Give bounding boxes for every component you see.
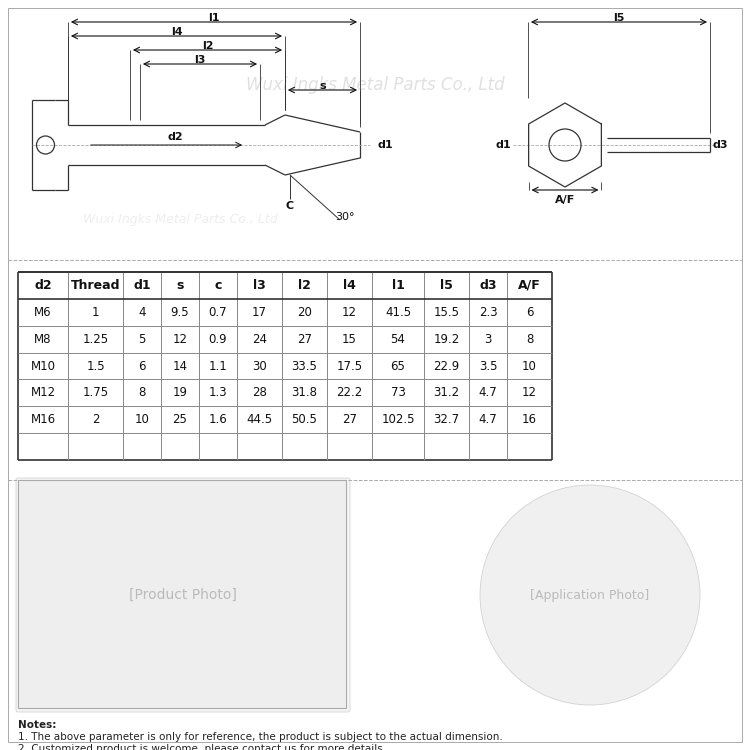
Text: 54: 54	[391, 333, 406, 346]
Text: 1: 1	[92, 306, 99, 319]
Text: 30: 30	[252, 359, 267, 373]
Text: 10: 10	[522, 359, 537, 373]
Text: M10: M10	[31, 359, 56, 373]
Text: 1.25: 1.25	[82, 333, 109, 346]
Text: 19: 19	[172, 386, 188, 399]
Text: 8: 8	[526, 333, 533, 346]
Text: 0.7: 0.7	[209, 306, 227, 319]
Text: 12: 12	[172, 333, 188, 346]
Text: 50.5: 50.5	[292, 413, 317, 426]
Text: l1: l1	[209, 13, 220, 23]
Text: 25: 25	[172, 413, 188, 426]
Text: l2: l2	[298, 279, 311, 292]
Text: 8: 8	[138, 386, 146, 399]
Text: 14: 14	[172, 359, 188, 373]
Text: 1.3: 1.3	[209, 386, 227, 399]
Text: Wuxi Ingks Metal Parts Co., Ltd: Wuxi Ingks Metal Parts Co., Ltd	[82, 214, 278, 226]
Text: 9.5: 9.5	[171, 306, 189, 319]
Text: 102.5: 102.5	[381, 413, 415, 426]
Text: d2: d2	[34, 279, 52, 292]
Text: 32.7: 32.7	[433, 413, 460, 426]
Text: d2: d2	[167, 132, 183, 142]
Text: l4: l4	[343, 279, 356, 292]
Text: 22.2: 22.2	[336, 386, 363, 399]
Text: 20: 20	[297, 306, 312, 319]
Text: 0.9: 0.9	[209, 333, 227, 346]
Text: 4.7: 4.7	[478, 386, 497, 399]
Text: 6: 6	[526, 306, 533, 319]
Text: Thread: Thread	[70, 279, 120, 292]
Text: 15: 15	[342, 333, 357, 346]
Text: 24: 24	[252, 333, 267, 346]
Text: 73: 73	[391, 386, 406, 399]
Text: 27: 27	[342, 413, 357, 426]
Text: l2: l2	[202, 41, 213, 51]
Text: 19.2: 19.2	[433, 333, 460, 346]
Text: M16: M16	[31, 413, 56, 426]
Text: 3: 3	[484, 333, 492, 346]
Text: C: C	[286, 201, 294, 211]
Text: s: s	[320, 81, 326, 91]
Text: 10: 10	[134, 413, 149, 426]
Text: 27: 27	[297, 333, 312, 346]
Text: d3: d3	[712, 140, 728, 150]
Text: 1.1: 1.1	[209, 359, 227, 373]
Text: M12: M12	[31, 386, 56, 399]
Text: l5: l5	[614, 13, 625, 23]
Text: 22.9: 22.9	[433, 359, 460, 373]
Text: l3: l3	[194, 55, 206, 65]
Text: A/F: A/F	[518, 279, 541, 292]
Text: 2: 2	[92, 413, 99, 426]
Text: [Application Photo]: [Application Photo]	[530, 589, 650, 602]
Text: 65: 65	[391, 359, 406, 373]
Text: 33.5: 33.5	[292, 359, 317, 373]
Circle shape	[480, 485, 700, 705]
Text: 44.5: 44.5	[247, 413, 272, 426]
Text: 1. The above parameter is only for reference, the product is subject to the actu: 1. The above parameter is only for refer…	[18, 732, 502, 742]
Text: Wuxi Ingks Metal Parts Co., Ltd: Wuxi Ingks Metal Parts Co., Ltd	[246, 76, 504, 94]
Text: 30°: 30°	[335, 212, 355, 222]
Text: 31.2: 31.2	[433, 386, 460, 399]
Text: [Product Photo]: [Product Photo]	[129, 588, 237, 602]
Text: 16: 16	[522, 413, 537, 426]
Text: A/F: A/F	[555, 195, 575, 205]
Text: d1: d1	[495, 140, 511, 150]
Text: M8: M8	[34, 333, 52, 346]
Text: d3: d3	[479, 279, 496, 292]
Text: l1: l1	[392, 279, 404, 292]
Text: 28: 28	[252, 386, 267, 399]
Text: 41.5: 41.5	[385, 306, 411, 319]
Text: l5: l5	[440, 279, 453, 292]
Text: 4: 4	[138, 306, 146, 319]
Text: 12: 12	[522, 386, 537, 399]
Text: s: s	[176, 279, 184, 292]
Text: l4: l4	[171, 27, 182, 37]
Text: l3: l3	[253, 279, 266, 292]
Text: 6: 6	[138, 359, 146, 373]
Text: 15.5: 15.5	[433, 306, 460, 319]
Text: 5: 5	[138, 333, 146, 346]
Text: 1.75: 1.75	[82, 386, 109, 399]
Text: 4.7: 4.7	[478, 413, 497, 426]
Text: 1.6: 1.6	[209, 413, 227, 426]
FancyBboxPatch shape	[18, 480, 346, 708]
Text: 31.8: 31.8	[292, 386, 317, 399]
Text: 1.5: 1.5	[86, 359, 105, 373]
Text: 12: 12	[342, 306, 357, 319]
Text: d1: d1	[134, 279, 151, 292]
FancyBboxPatch shape	[16, 478, 350, 712]
Text: 2. Customized product is welcome, please contact us for more details.: 2. Customized product is welcome, please…	[18, 744, 386, 750]
Text: Notes:: Notes:	[18, 720, 56, 730]
Text: M6: M6	[34, 306, 52, 319]
Text: 3.5: 3.5	[478, 359, 497, 373]
Text: d1: d1	[377, 140, 393, 150]
Text: 17: 17	[252, 306, 267, 319]
Text: 17.5: 17.5	[337, 359, 362, 373]
Text: c: c	[214, 279, 222, 292]
Text: 2.3: 2.3	[478, 306, 497, 319]
